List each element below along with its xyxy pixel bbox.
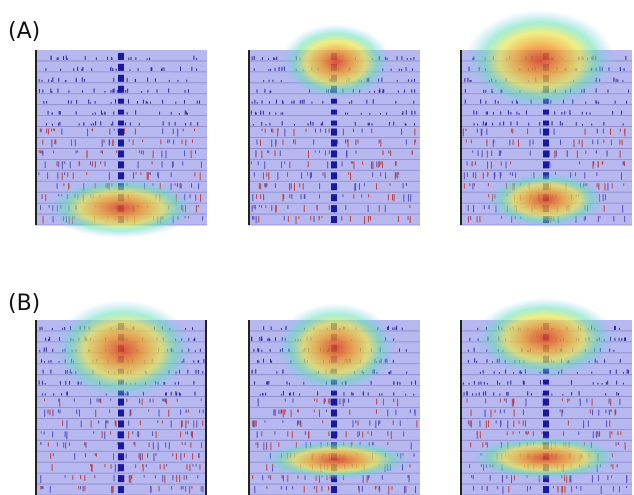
center-peak bbox=[331, 110, 337, 115]
heatmap-tile bbox=[35, 300, 207, 495]
center-peak bbox=[118, 453, 124, 460]
center-peak bbox=[118, 86, 124, 93]
center-peak bbox=[543, 121, 549, 126]
center-peak bbox=[118, 110, 124, 115]
center-peak bbox=[331, 121, 337, 126]
center-peak bbox=[331, 150, 337, 157]
panel-label: (A) bbox=[8, 19, 40, 44]
center-peak bbox=[118, 475, 124, 482]
center-peak bbox=[331, 410, 337, 417]
center-peak bbox=[543, 399, 549, 406]
center-peak bbox=[118, 99, 124, 104]
center-peak bbox=[118, 53, 124, 60]
heatmap-tile bbox=[460, 10, 632, 228]
center-peak bbox=[331, 161, 337, 168]
center-peak bbox=[331, 216, 337, 223]
center-peak bbox=[118, 150, 124, 157]
page: (A) (B) (() => { const data = JSON.parse… bbox=[0, 0, 634, 495]
center-peak bbox=[331, 194, 337, 201]
center-peak bbox=[331, 486, 337, 493]
heatmap-tile bbox=[248, 24, 420, 225]
attention-heat bbox=[470, 436, 620, 480]
heatmap-tile bbox=[460, 298, 632, 495]
attention-heat bbox=[486, 172, 606, 228]
center-peak bbox=[118, 161, 124, 168]
center-peak bbox=[118, 431, 124, 438]
center-peak bbox=[331, 205, 337, 212]
panel-label: (B) bbox=[8, 291, 40, 316]
center-peak bbox=[543, 140, 549, 147]
attention-heat bbox=[475, 298, 615, 378]
center-peak bbox=[331, 172, 337, 179]
attention-heat bbox=[276, 303, 396, 393]
attention-heat bbox=[465, 10, 615, 110]
attention-heat bbox=[53, 300, 193, 400]
center-peak bbox=[118, 486, 124, 493]
center-peak bbox=[331, 420, 337, 427]
attention-heat bbox=[281, 24, 391, 100]
center-peak bbox=[543, 420, 549, 427]
center-peak bbox=[543, 380, 549, 385]
center-peak bbox=[543, 150, 549, 157]
center-peak bbox=[543, 486, 549, 493]
center-peak bbox=[118, 140, 124, 147]
center-peak bbox=[118, 129, 124, 136]
center-peak bbox=[543, 161, 549, 168]
center-peak bbox=[118, 75, 124, 82]
center-peak bbox=[543, 110, 549, 115]
attention-heat bbox=[261, 440, 411, 480]
center-peak bbox=[331, 129, 337, 136]
center-peak bbox=[118, 420, 124, 427]
center-peak bbox=[543, 391, 549, 396]
center-peak bbox=[118, 64, 124, 71]
center-peak bbox=[543, 129, 549, 136]
center-peak bbox=[331, 399, 337, 406]
center-peak bbox=[331, 183, 337, 190]
heatmap-tile bbox=[35, 50, 207, 238]
center-peak bbox=[118, 442, 124, 449]
center-peak bbox=[118, 464, 124, 471]
attention-heat bbox=[46, 178, 196, 238]
center-peak bbox=[118, 410, 124, 417]
center-peak bbox=[331, 431, 337, 438]
figure: (A) (B) bbox=[0, 0, 634, 495]
center-peak bbox=[118, 121, 124, 126]
center-peak bbox=[543, 410, 549, 417]
center-peak bbox=[331, 140, 337, 147]
heatmap-tile bbox=[248, 303, 420, 495]
